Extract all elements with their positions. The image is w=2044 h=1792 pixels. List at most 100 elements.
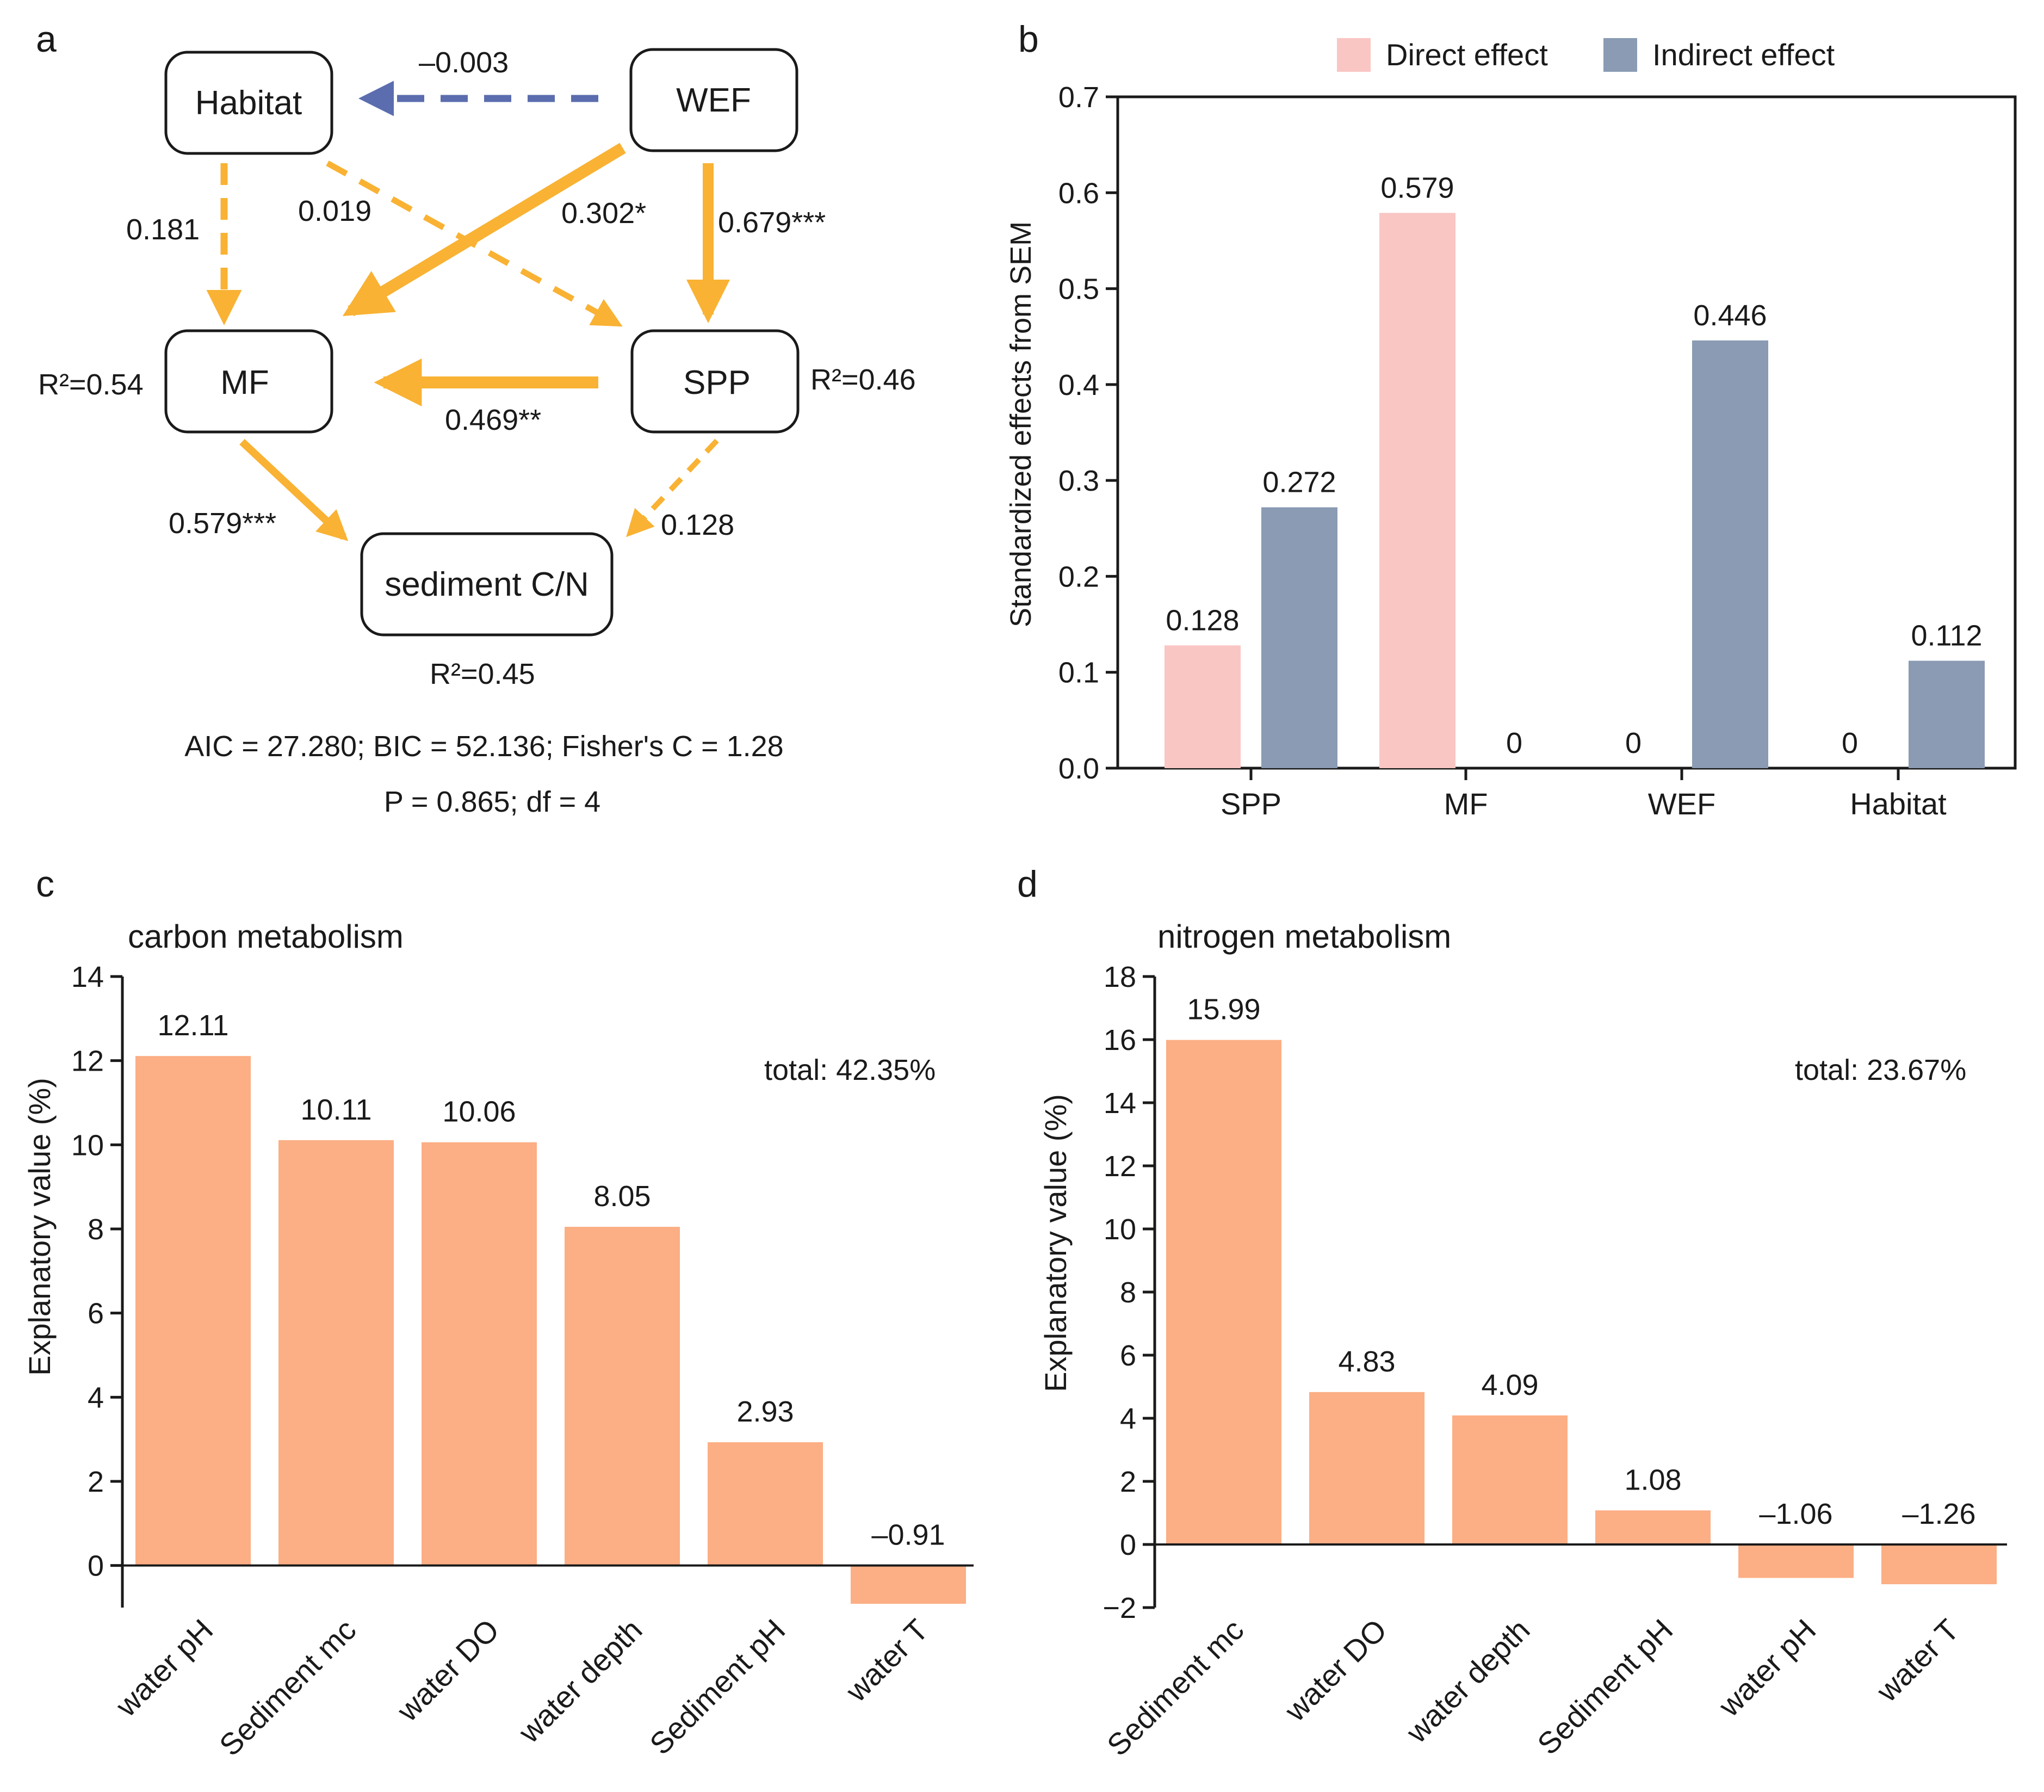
- coef-mf-sed: 0.579***: [169, 507, 276, 540]
- bar-value-label: 4.09: [1481, 1369, 1538, 1401]
- legend-swatch-direct: [1337, 38, 1371, 72]
- panel-label-b: b: [1018, 18, 1039, 60]
- plot-b: 0.0 0.1 0.2 0.3 0.4 0.5 0.6 0.7 SPP 0.128 0.272 MF 0…: [1058, 81, 2017, 821]
- annotation-total-c: total: 42.35%: [764, 1054, 936, 1086]
- path-wef-mf: [342, 143, 626, 317]
- node-habitat: Habitat: [164, 51, 333, 155]
- y-tick-label: 0.2: [1058, 560, 1099, 593]
- r2-mf: R²=0.54: [38, 368, 144, 401]
- x-tick-label: water DO: [1278, 1612, 1393, 1728]
- bar: [565, 1227, 680, 1566]
- y-tick-label: 0.4: [1058, 369, 1099, 401]
- y-tick-label: 18: [1104, 961, 1136, 993]
- x-tick-label: WEF: [1648, 787, 1715, 821]
- panel-d: d nitrogen metabolism total: 23.67% −2 0 2…: [1017, 863, 2007, 1763]
- y-tick-label: 0.3: [1058, 465, 1099, 497]
- coef-spp-sed: 0.128: [661, 509, 734, 541]
- x-tick-label: Sediment mc: [1100, 1612, 1250, 1763]
- bar-value-label: 15.99: [1187, 993, 1260, 1026]
- x-tick-label: water depth: [511, 1612, 648, 1750]
- y-tick-label: 12: [71, 1045, 104, 1078]
- y-axis-label-d: Explanatory value (%): [1038, 1094, 1073, 1392]
- y-tick-label: 10: [1104, 1213, 1136, 1246]
- bar-value-label: 4.83: [1338, 1345, 1395, 1378]
- legend-swatch-indirect: [1603, 38, 1637, 72]
- coef-habitat-mf: 0.181: [126, 213, 200, 246]
- x-tick-label: Sediment pH: [643, 1612, 791, 1761]
- r2-spp: R²=0.46: [810, 363, 916, 396]
- bar-indirect: [1261, 507, 1337, 768]
- legend: Direct effect Indirect effect: [1337, 38, 1835, 72]
- bar: [708, 1442, 823, 1566]
- node-label: sediment C/N: [385, 566, 589, 603]
- bar: [1166, 1040, 1281, 1544]
- y-tick-label: 0.1: [1058, 657, 1099, 689]
- bar: [1738, 1544, 1854, 1578]
- bar-value-label: 0.272: [1262, 466, 1336, 499]
- bar-value-label: 12.11: [157, 1009, 228, 1042]
- y-tick-label: 8: [88, 1213, 104, 1246]
- y-tick-label: 6: [88, 1297, 104, 1330]
- y-tick-label: 0: [1120, 1529, 1136, 1561]
- y-tick-label: 14: [71, 961, 104, 993]
- panel-label-a: a: [36, 18, 57, 60]
- y-axis-label-c: Explanatory value (%): [22, 1078, 57, 1376]
- bar: [278, 1140, 394, 1566]
- y-tick-label: 14: [1104, 1087, 1136, 1120]
- plot-frame: [1116, 95, 2017, 770]
- y-tick-label: 6: [1120, 1339, 1136, 1372]
- bar-value-label: 10.06: [442, 1096, 516, 1128]
- bar-direct: [1379, 213, 1455, 768]
- annotation-total-d: total: 23.67%: [1795, 1054, 1966, 1086]
- bar: [851, 1565, 966, 1604]
- x-tick-label: MF: [1444, 787, 1488, 821]
- y-tick-label: 10: [71, 1129, 104, 1161]
- x-tick-label: water T: [1869, 1612, 1966, 1709]
- x-tick-label: water T: [839, 1612, 935, 1709]
- coef-wef-mf: 0.302*: [561, 197, 646, 230]
- bar-value-label: –1.06: [1759, 1498, 1832, 1530]
- chart-title-c: carbon metabolism: [128, 918, 404, 955]
- x-tick-label: Sediment mc: [213, 1612, 363, 1763]
- node-label: Habitat: [195, 84, 302, 122]
- bar-value-label: 0: [1625, 727, 1642, 759]
- bar-value-label: 0.579: [1380, 171, 1454, 204]
- bar: [1309, 1392, 1424, 1544]
- fit-stats-line1: AIC = 27.280; BIC = 52.136; Fisher's C =…: [184, 730, 783, 763]
- bar-value-label: 0.446: [1693, 299, 1767, 332]
- y-tick-label: 0.0: [1058, 752, 1099, 785]
- fit-stats-line2: P = 0.865; df = 4: [384, 786, 600, 818]
- coef-habitat-spp: 0.019: [298, 195, 371, 227]
- bar-indirect: [1692, 340, 1768, 768]
- legend-label-indirect: Indirect effect: [1652, 38, 1835, 72]
- bar: [1881, 1544, 1997, 1585]
- x-tick-label: water depth: [1399, 1612, 1536, 1750]
- bar: [135, 1056, 251, 1566]
- node-label: SPP: [683, 364, 751, 401]
- bar-value-label: 1.08: [1624, 1463, 1681, 1496]
- y-tick-label: 2: [1120, 1466, 1136, 1498]
- node-mf: MF: [164, 329, 333, 434]
- y-tick-label: −2: [1102, 1592, 1136, 1624]
- node-wef: WEF: [629, 48, 798, 152]
- y-tick-label: 16: [1104, 1024, 1136, 1056]
- bar-value-label: 8.05: [593, 1180, 651, 1213]
- x-tick-label: Habitat: [1850, 787, 1947, 821]
- panel-c: c carbon metabolism total: 42.35% 0 2 4 6 8 1…: [22, 863, 974, 1763]
- coef-wef-habitat: –0.003: [419, 46, 509, 79]
- panel-a: a Habitat WEF MF SPP sediment C/N: [36, 18, 916, 818]
- bar-value-label: 0: [1506, 727, 1522, 759]
- x-tick-label: water pH: [109, 1612, 220, 1723]
- bar-value-label: 2.93: [736, 1395, 794, 1428]
- node-label: MF: [220, 364, 269, 401]
- node-spp: SPP: [630, 329, 800, 434]
- y-tick-label: 0.7: [1058, 81, 1099, 114]
- y-tick-label: 0.6: [1058, 177, 1099, 209]
- y-tick-label: 4: [1120, 1402, 1136, 1435]
- path-mf-sed: [239, 438, 349, 541]
- y-axis-label-b: Standardized effects from SEM: [1005, 221, 1037, 627]
- bar-value-label: 0.128: [1166, 604, 1239, 637]
- x-tick-label: water pH: [1712, 1612, 1823, 1723]
- coef-spp-mf: 0.469**: [445, 404, 541, 436]
